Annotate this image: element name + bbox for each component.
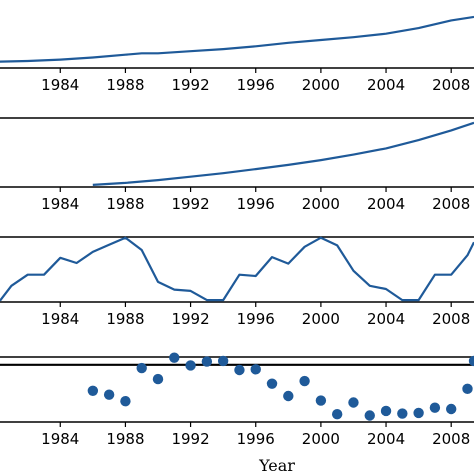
x-tick-label: 1988: [106, 195, 144, 213]
x-tick-label: 1992: [171, 310, 209, 328]
x-tick-label: 2004: [367, 310, 405, 328]
data-point: [234, 364, 245, 376]
x-tick-label: 1996: [237, 310, 275, 328]
subplot-2: 198419881992199620002004200820: [0, 117, 474, 213]
x-axis-label: Year: [258, 456, 295, 474]
data-point: [136, 362, 147, 374]
series-line: [0, 15, 474, 63]
data-point: [217, 355, 229, 367]
series-line: [92, 121, 474, 186]
x-tick-label: 2000: [302, 310, 340, 328]
x-tick-label: 2008: [432, 310, 470, 328]
x-tick-label: 2008: [432, 195, 470, 213]
data-point: [185, 360, 196, 371]
x-tick-label: 2000: [302, 195, 340, 213]
x-tick-label: 1988: [106, 430, 144, 448]
data-point: [380, 405, 392, 417]
data-point: [299, 375, 310, 387]
data-point: [283, 390, 294, 402]
x-tick-label: 1996: [237, 430, 275, 448]
x-tick-label: 2008: [432, 76, 470, 94]
data-point: [201, 356, 213, 367]
data-point: [120, 396, 131, 407]
x-tick-label: 2000: [302, 430, 340, 448]
data-point: [315, 395, 327, 406]
x-tick-label: 1984: [41, 76, 79, 94]
x-tick-label: 1984: [41, 195, 79, 213]
x-tick-label: 1996: [237, 195, 275, 213]
data-point: [169, 352, 180, 363]
x-tick-label: 1992: [171, 195, 209, 213]
data-point: [468, 355, 474, 367]
data-point: [364, 410, 375, 421]
x-tick-label: 1992: [171, 76, 209, 94]
data-point: [103, 389, 115, 400]
subplot-1: 198419881992199620002004200820: [0, 15, 474, 94]
data-point: [331, 409, 343, 420]
data-point: [348, 397, 359, 408]
x-tick-label: 2008: [432, 430, 470, 448]
data-point: [462, 383, 473, 395]
subplot-4: 198419881992199620002004200820: [0, 352, 474, 448]
data-point: [429, 402, 441, 413]
x-tick-label: 1996: [237, 76, 275, 94]
x-tick-label: 2004: [367, 76, 405, 94]
x-tick-label: 2004: [367, 195, 405, 213]
x-tick-label: 2000: [302, 76, 340, 94]
data-point: [152, 373, 164, 385]
data-point: [266, 378, 278, 389]
data-point: [445, 403, 457, 415]
subplot-3: 198419881992199620002004200820: [0, 236, 474, 328]
x-tick-label: 1984: [41, 430, 79, 448]
x-tick-label: 1992: [171, 430, 209, 448]
x-tick-label: 2004: [367, 430, 405, 448]
data-point: [250, 364, 261, 375]
data-point: [413, 407, 424, 419]
data-point: [397, 408, 408, 419]
x-tick-label: 1988: [106, 310, 144, 328]
data-point: [87, 385, 99, 396]
x-tick-label: 1984: [41, 310, 79, 328]
x-tick-label: 1988: [106, 76, 144, 94]
series-line: [0, 236, 474, 302]
